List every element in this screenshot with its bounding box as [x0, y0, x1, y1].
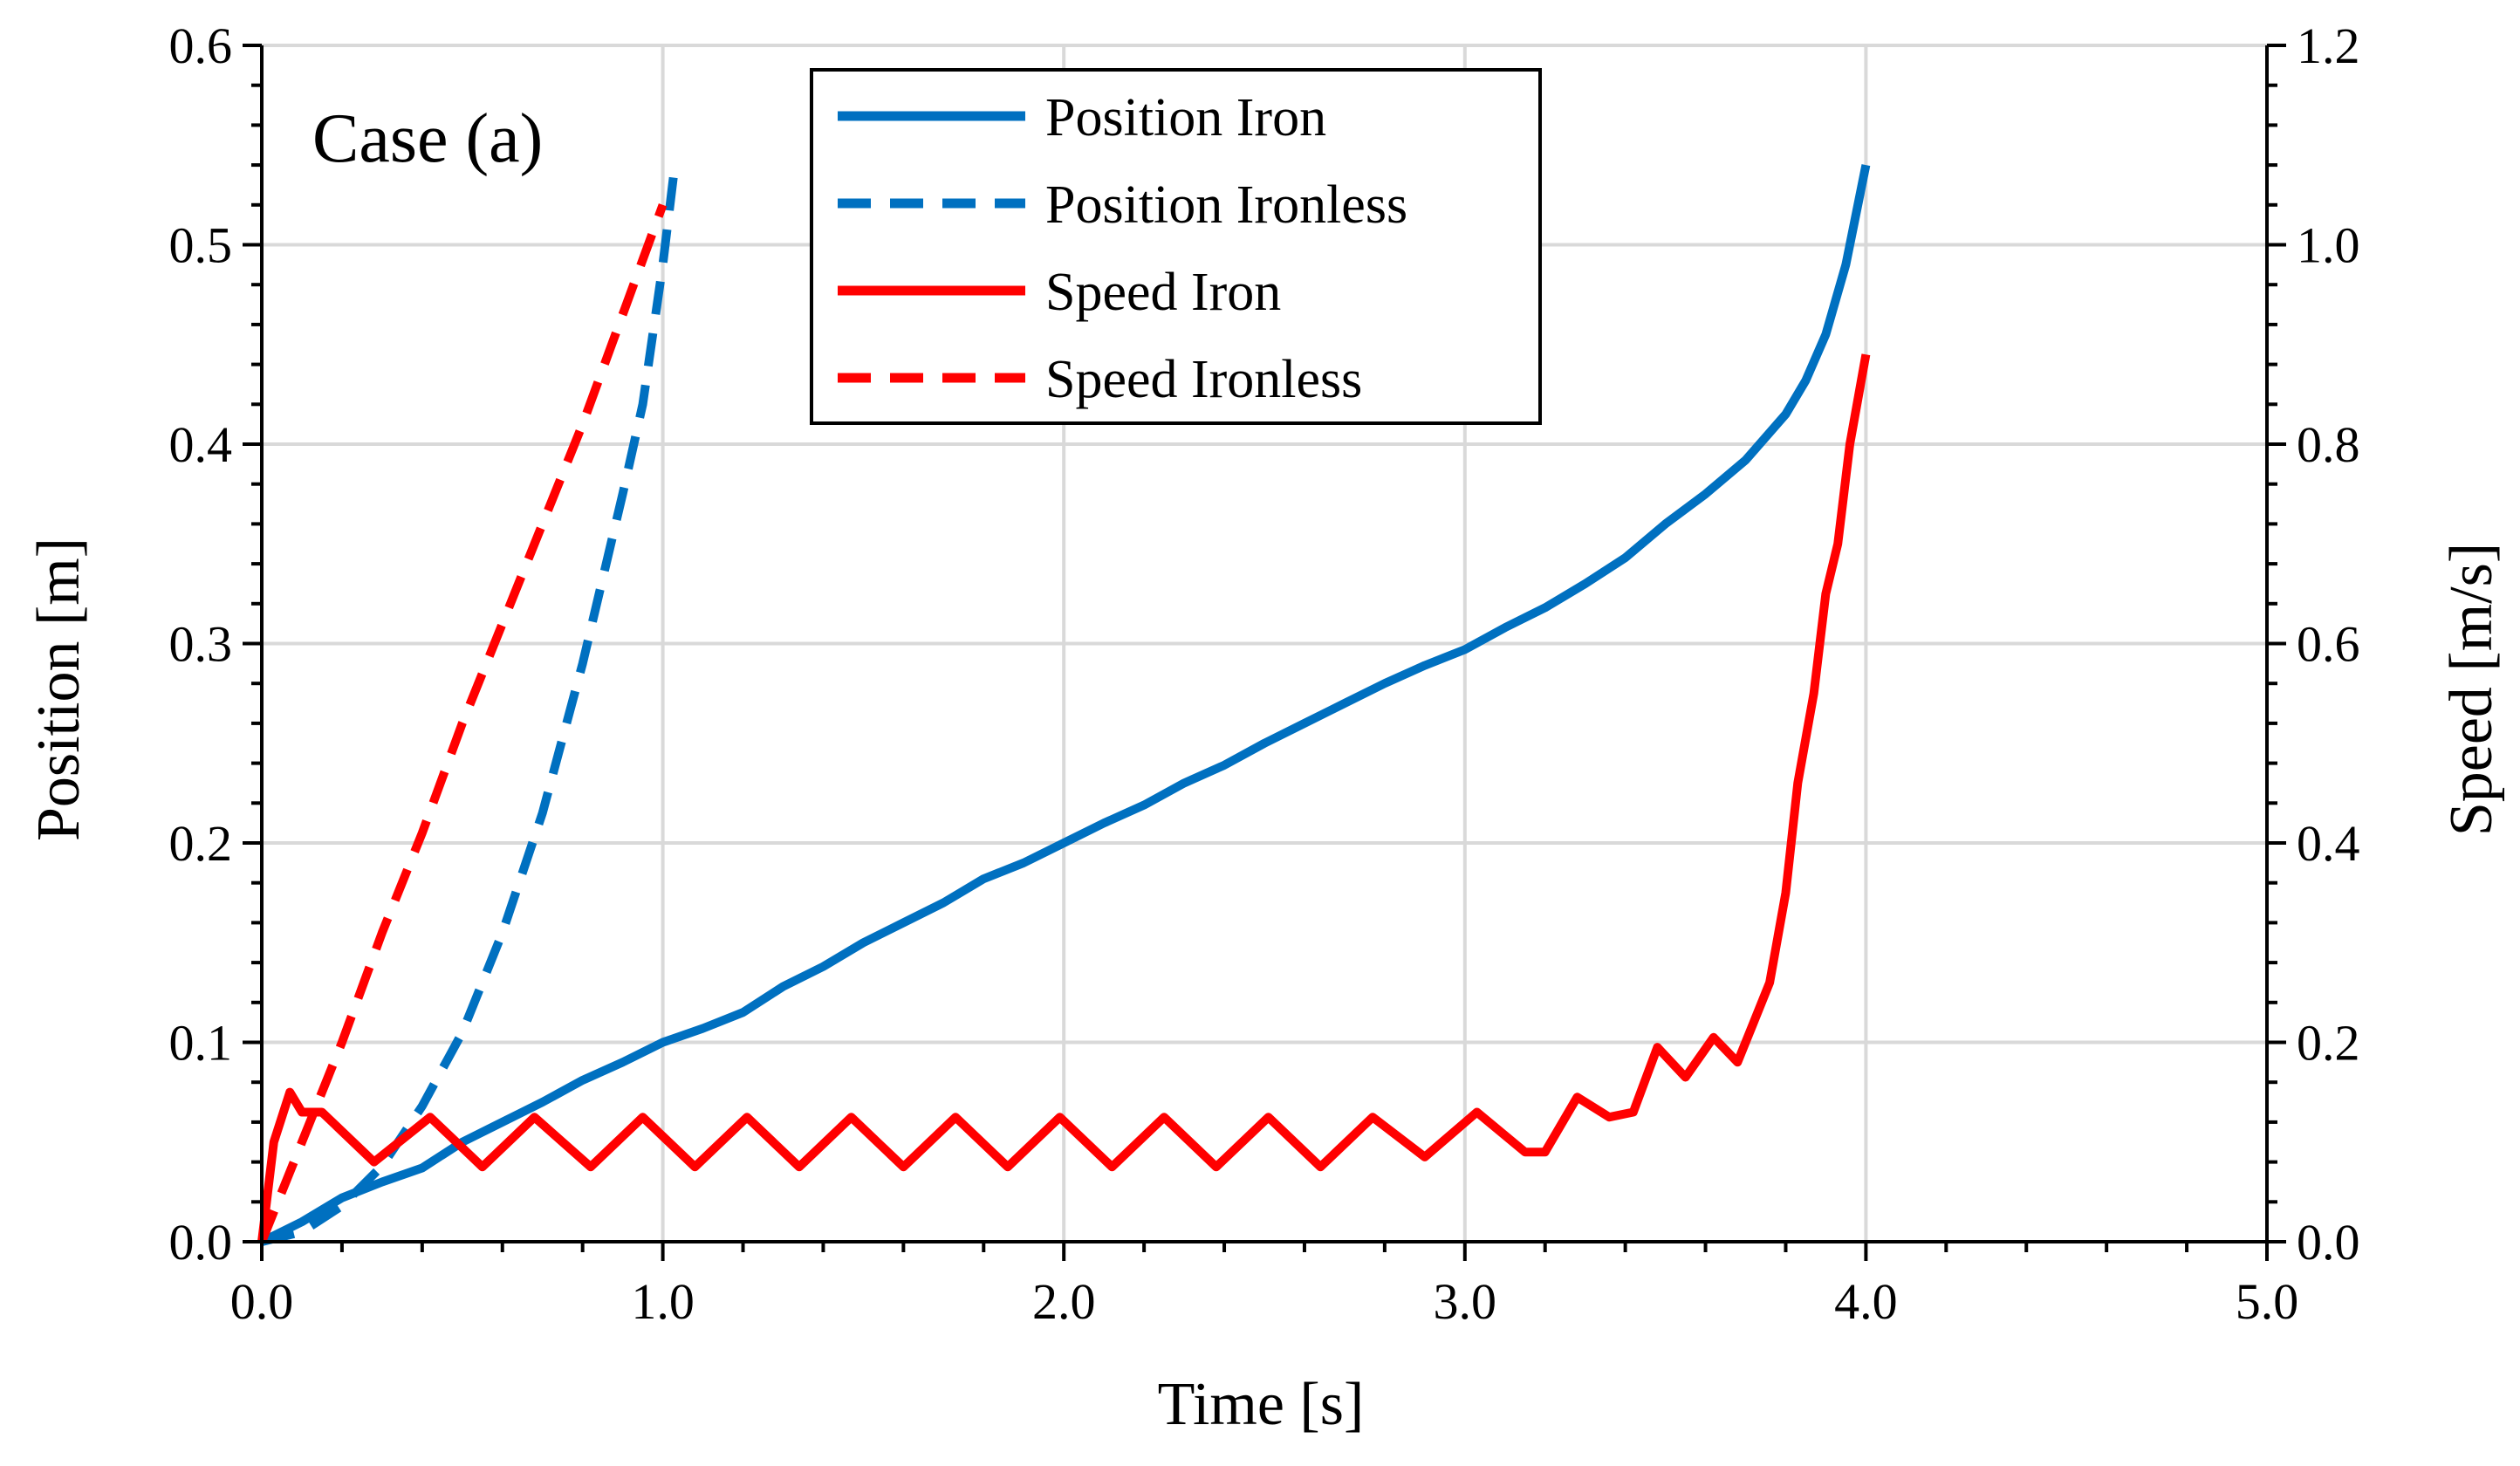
x-tick-label: 3.0 [1434, 1273, 1497, 1330]
y-tick-label: 0.3 [169, 616, 233, 673]
y-tick-label: 0.2 [169, 815, 233, 872]
y2-tick-label: 0.6 [2297, 616, 2360, 673]
y2-tick-label: 1.2 [2297, 17, 2360, 74]
y2-tick-label: 1.0 [2297, 217, 2360, 274]
series-line-position-ironless [260, 164, 680, 1246]
legend-item-speed-iron: Speed Iron [838, 263, 1281, 322]
legend-label-position-ironless: Position Ironless [1045, 175, 1407, 235]
legend-item-position-iron: Position Iron [838, 88, 1326, 147]
legend-label-speed-iron: Speed Iron [1045, 263, 1281, 322]
y2-axis-title: Speed [m/s] [2438, 543, 2505, 836]
x-tick-label: 5.0 [2236, 1273, 2299, 1330]
legend-item-position-ironless: Position Ironless [838, 175, 1407, 235]
y-tick-label: 0.1 [169, 1015, 233, 1072]
series-layer [257, 164, 1871, 1246]
y2-tick-label: 0.8 [2297, 416, 2360, 473]
series-line-speed-ironless [257, 203, 668, 1243]
annotation-text: Case (a) [312, 100, 543, 177]
x-tick-label: 2.0 [1032, 1273, 1096, 1330]
series-line-position-iron [259, 164, 1871, 1246]
legend: Position Iron Position Ironless Speed Ir… [810, 68, 1542, 425]
x-tick-label: 4.0 [1834, 1273, 1898, 1330]
x-tick-label: 0.0 [230, 1273, 294, 1330]
y-tick-label: 0.6 [169, 17, 233, 74]
legend-box [810, 68, 1542, 425]
y-axis-title: Position [m] [25, 538, 92, 841]
axes [243, 44, 2286, 1261]
y-tick-label: 0.4 [169, 416, 233, 473]
y2-tick-label: 0.4 [2297, 815, 2360, 872]
legend-label-position-iron: Position Iron [1045, 88, 1326, 147]
series-line-speed-iron [257, 353, 1871, 1243]
y2-tick-label: 0.0 [2297, 1214, 2360, 1271]
tick-labels: 0.0 0.1 0.2 0.3 0.4 0.5 0.6 0.0 0.2 0.4 0.6 0.8 1.0 1… [169, 17, 2360, 1330]
y2-tick-label: 0.2 [2297, 1015, 2360, 1072]
y-tick-label: 0.0 [169, 1214, 233, 1271]
legend-item-speed-ironless: Speed Ironless [838, 350, 1362, 409]
y-tick-label: 0.5 [169, 217, 233, 274]
x-axis-title: Time [s] [1158, 1371, 1365, 1438]
x-tick-label: 1.0 [631, 1273, 695, 1330]
legend-label-speed-ironless: Speed Ironless [1045, 350, 1362, 409]
